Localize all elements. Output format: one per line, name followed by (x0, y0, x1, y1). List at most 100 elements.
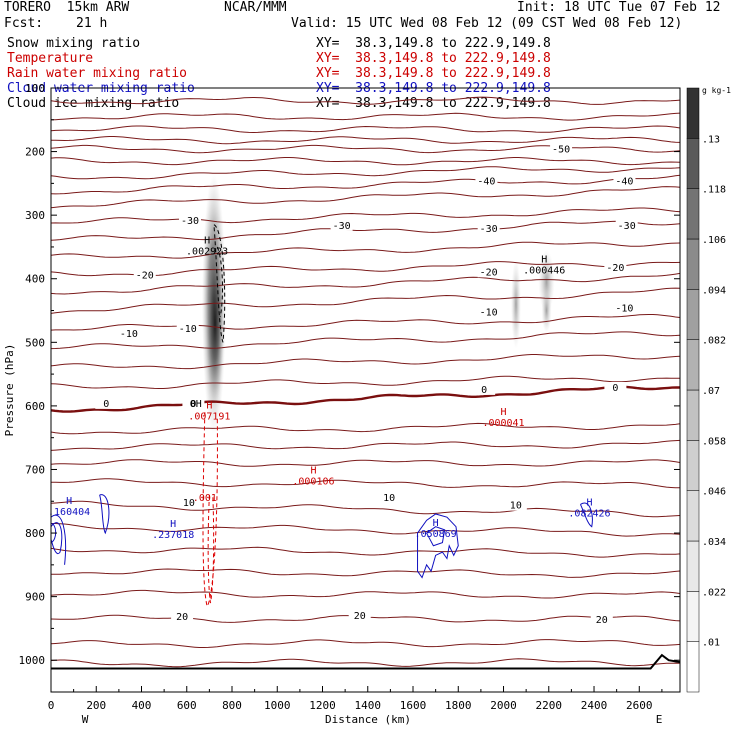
x-axis: 0 200 400 600 800 1000 1200 1400 1600 1800 2000 220… (48, 686, 663, 726)
temp-label-bg-13 (613, 302, 636, 314)
temp-label-19: 10 (383, 493, 395, 504)
isotherm-10 (51, 220, 680, 241)
temp-label-bg-8 (477, 266, 500, 278)
cloud-water-contour-3 (99, 494, 110, 535)
terrain-line (51, 653, 681, 670)
x-tick-label-8: 1600 (400, 699, 427, 712)
x-tick-label-4: 800 (222, 699, 242, 712)
temp-label-23: 20 (596, 615, 608, 626)
snow-shade-1 (206, 243, 225, 404)
colorbar-label-7: .094 (702, 285, 726, 296)
forecast-hour: 21 h (76, 16, 108, 31)
isotherm-15 (51, 314, 680, 331)
colorbar-swatch-1 (686, 591, 700, 642)
max-value-7: .237018 (152, 530, 194, 541)
x-tick-label-2: 400 (132, 699, 152, 712)
isotherm-5 (51, 157, 680, 166)
isotherm-21 (51, 459, 680, 467)
temp-label-22: 20 (354, 611, 366, 622)
max-value-8: .050869 (415, 529, 457, 540)
cloud-water-contour-4 (417, 513, 459, 579)
temp-label-9: -20 (606, 263, 624, 274)
max-marker-6: H (66, 496, 72, 507)
temp-label-6: -30 (181, 216, 199, 227)
temp-label-14: 0 (103, 399, 109, 410)
temp-label-12: -10 (480, 307, 498, 318)
colorbar-swatch-9 (686, 188, 700, 240)
colorbar-label-5: .07 (702, 386, 720, 397)
x-tick-label-13: 2600 (626, 699, 653, 712)
colorbar-swatch-2 (686, 540, 700, 592)
y-tick-label-1: 200 (25, 146, 45, 159)
y-tick-label-4: 500 (25, 336, 45, 349)
valid-time: Valid: 15 UTC Wed 08 Feb 12 (09 CST Wed … (291, 16, 683, 31)
isotherm-17 (51, 354, 680, 370)
y-tick-label-7: 800 (25, 527, 45, 540)
max-value-9: .082426 (568, 508, 610, 519)
x-end-label-left: W (82, 713, 89, 726)
isotherm-24 (51, 523, 680, 537)
temp-label-10: -10 (120, 329, 138, 340)
x-tick-label-9: 1800 (445, 699, 472, 712)
isotherm-1 (51, 112, 680, 121)
field-name-snow: Snow mixing ratio (7, 36, 141, 51)
temp-label-bg-17 (604, 382, 627, 393)
max-marker-4: H (501, 407, 507, 418)
cloud-water-contour-2 (51, 514, 67, 565)
colorbar-label-6: .082 (702, 336, 726, 347)
colorbar-swatch-4 (686, 440, 700, 491)
max-value-4: .000041 (482, 418, 524, 429)
temp-label-5: -30 (618, 221, 636, 232)
max-value-3: .000106 (292, 476, 334, 487)
isotherm-18 (51, 375, 680, 389)
temperature-contours (51, 96, 680, 668)
maxima-labels: H.002923H.000446H.007191H.000106H.000041… (48, 235, 611, 541)
temperature-labels: -50 -40 -40 -30 -30 -30 -30 -20 -20 -20 -10 -10 -10 -… (95, 143, 638, 626)
isotherm-13 (51, 272, 680, 295)
cloud-water-contour-0 (51, 522, 63, 555)
max-value-1: .000446 (523, 265, 565, 276)
temp-label-bg-10 (117, 327, 140, 339)
colorbar-swatch-11 (686, 87, 700, 139)
y-axis: 1002003004005006007008009001000Pressure … (3, 82, 680, 693)
temp-label-11: -10 (179, 324, 197, 335)
temp-label-15: 0 (190, 399, 196, 410)
y-tick-label-9: 1000 (19, 654, 46, 667)
max-marker-1: H (541, 254, 547, 265)
temp-label-21: 20 (176, 612, 188, 623)
max-marker-3: H (310, 465, 316, 476)
colorbar-label-4: .058 (702, 436, 726, 447)
temp-label-bg-20 (504, 499, 527, 511)
snow-shade-2 (510, 259, 521, 350)
cloud-water-contour-1 (51, 523, 57, 544)
temp-label-bg-12 (477, 306, 500, 318)
forecast-label: Fcst: (4, 16, 44, 31)
temp-label-bg-14 (95, 397, 118, 409)
colorbar-swatch-3 (686, 490, 700, 542)
x-tick-label-7: 1400 (355, 699, 382, 712)
zero-line-label: 0H (190, 399, 202, 410)
temp-label-17: 0 (612, 383, 618, 394)
temp-label-bg-21 (171, 610, 194, 622)
model-title: TORERO 15km ARW (4, 0, 130, 15)
isotherm-7 (51, 174, 680, 195)
max-value-0: .002923 (186, 246, 228, 257)
x-tick-label-5: 1000 (264, 699, 291, 712)
isotherm-20 (51, 439, 680, 451)
colorbar-swatch-7 (686, 289, 700, 340)
init-time: Init: 18 UTC Tue 07 Feb 12 (517, 0, 721, 15)
isotherm-14 (51, 287, 680, 314)
isotherm-3 (51, 136, 680, 145)
y-axis-label: Pressure (hPa) (3, 344, 16, 437)
colorbar-unit: g kg-1 (702, 86, 731, 95)
temp-label-bg-4 (477, 223, 500, 235)
field-xy-snow: XY= 38.3,149.8 to 222.9,149.8 (316, 36, 551, 51)
temp-label-bg-23 (590, 614, 613, 626)
temp-label-4: -30 (480, 224, 498, 235)
isotherm-16 (51, 331, 680, 350)
colorbar-label-8: .106 (702, 235, 726, 246)
temp-label-13: -10 (615, 304, 633, 315)
temp-label-bg-9 (604, 261, 627, 273)
y-tick-label-3: 400 (25, 273, 45, 286)
